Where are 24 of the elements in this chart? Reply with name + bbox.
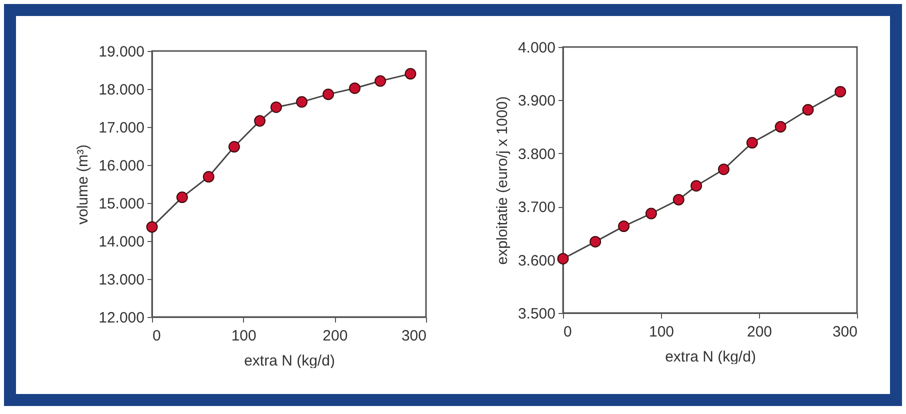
y-tick-label: 3.700 <box>518 199 556 216</box>
x-tick-label: 300 <box>832 324 858 340</box>
y-tick-label: 15.000 <box>98 196 144 212</box>
y-tick-label: 3.900 <box>518 92 556 110</box>
x-tick-label: 100 <box>231 328 256 344</box>
x-tick-label: 0 <box>152 328 161 344</box>
x-tick-label: 200 <box>746 324 772 340</box>
y-tick-label: 3.800 <box>518 146 556 163</box>
x-tick-label: 100 <box>648 324 674 340</box>
y-tick-label: 14.000 <box>98 234 144 250</box>
y-tick-label: 3.500 <box>518 306 556 322</box>
y-tick-label: 3.600 <box>518 252 556 270</box>
y-axis-title: volume (m³) <box>74 144 92 225</box>
y-tick-label: 19.000 <box>98 44 144 60</box>
y-tick-label: 13.000 <box>98 272 144 288</box>
y-axis-title: exploitatie (euro/j x 1000) <box>494 96 511 265</box>
x-tick-label: 300 <box>401 328 426 344</box>
y-tick-label: 16.000 <box>98 158 144 174</box>
x-tick-label: 200 <box>322 328 348 344</box>
y-tick-label: 12.000 <box>98 310 144 326</box>
y-tick-label: 18.000 <box>98 82 144 98</box>
y-tick-label: 4.000 <box>518 40 556 56</box>
y-tick-label: 17.000 <box>98 120 144 136</box>
x-tick-label: 0 <box>564 324 572 340</box>
